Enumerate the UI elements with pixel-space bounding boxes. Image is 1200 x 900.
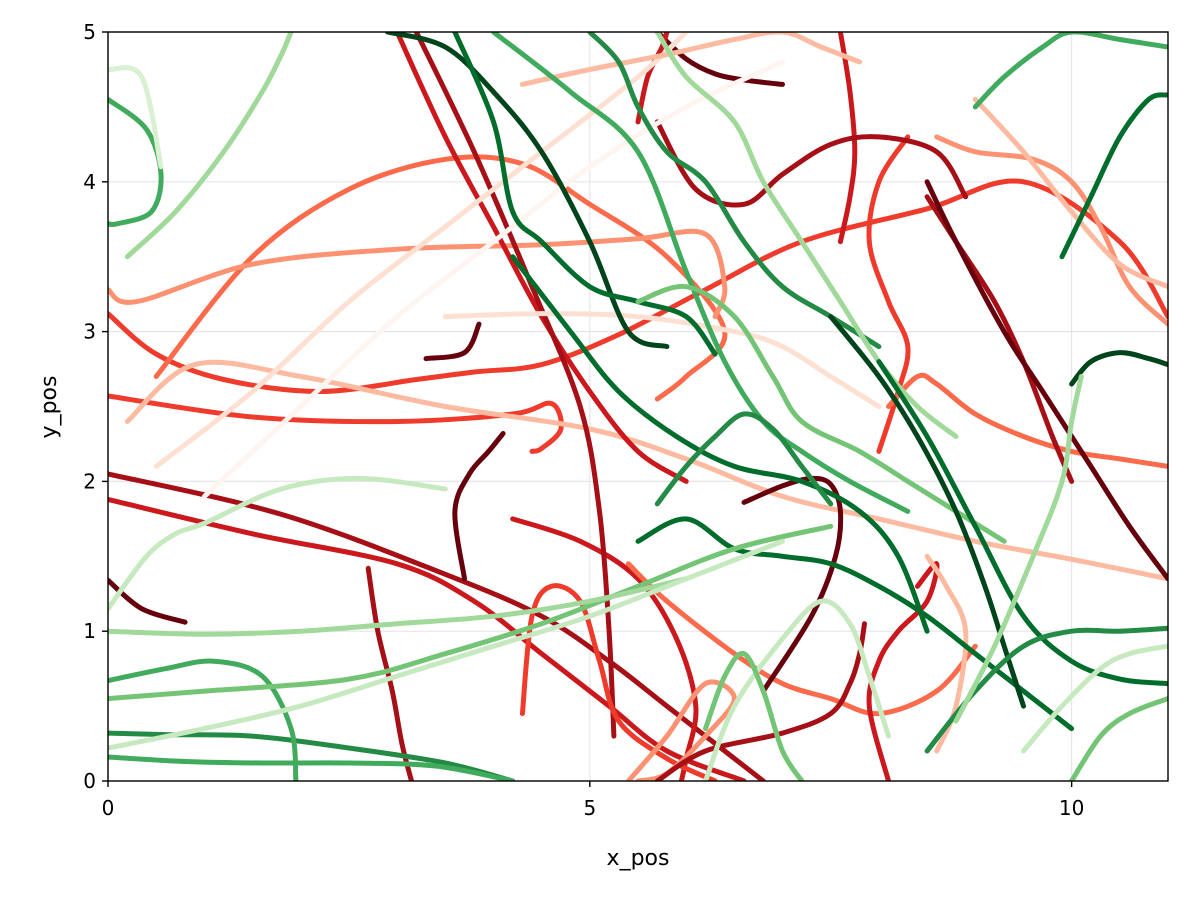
y-tick-label: 0 (83, 769, 96, 793)
trajectory-line (654, 119, 969, 208)
trajectory-line (108, 228, 728, 320)
trajectory-line (1069, 696, 1168, 781)
trajectory-line (108, 475, 448, 612)
plot-area (108, 32, 1168, 781)
trajectory-line (1021, 643, 1168, 754)
trajectory-line (924, 194, 1075, 484)
y-tick-label: 5 (83, 20, 96, 44)
trajectory-line (741, 475, 844, 694)
trajectory-line (108, 754, 516, 781)
trajectory-line (108, 576, 689, 637)
trajectory-line (828, 314, 1026, 709)
trajectory-line (886, 372, 1168, 469)
trajectory-line (519, 32, 863, 87)
trajectory-line (108, 658, 299, 781)
trajectory-line (934, 134, 1168, 327)
y-tick-label: 4 (83, 170, 96, 194)
trajectory-line (385, 32, 670, 350)
trajectory-line (394, 32, 689, 484)
y-axis-label: y_pos (37, 376, 62, 439)
trajectory-line (108, 538, 785, 751)
trajectory-line (635, 516, 1075, 732)
trajectory-line (452, 32, 718, 357)
trajectory-line (108, 496, 747, 781)
trajectory-line (153, 154, 728, 402)
y-tick-label: 3 (83, 320, 96, 344)
trajectory-line (703, 598, 891, 781)
trajectory-line (108, 96, 164, 228)
x-tick-label: 0 (102, 796, 115, 820)
y-tick-label: 2 (83, 469, 96, 493)
trajectory-line (413, 32, 617, 739)
trajectory-line (654, 32, 959, 439)
trajectory-line (876, 359, 1168, 687)
x-tick-label: 5 (583, 796, 596, 820)
trajectory-line (635, 284, 1007, 544)
trajectory-line (108, 65, 164, 170)
trajectory-line (654, 411, 834, 507)
trajectory-line (866, 561, 940, 781)
trajectory-line (953, 374, 1084, 724)
axes-frame (107, 31, 1169, 782)
trajectory-line (1059, 92, 1168, 260)
trajectory-line (1069, 350, 1168, 387)
trajectory-line (972, 32, 1168, 110)
trajectory-line (124, 359, 1168, 582)
trajectory-line (452, 431, 506, 582)
trajectory-line (924, 179, 1168, 582)
trajectory-line (108, 730, 516, 781)
trajectory-line (837, 32, 858, 245)
tick-labels: 0 5 10 0 1 2 3 4 5 (83, 20, 1084, 820)
trajectory-line (442, 311, 882, 409)
trajectory-line (972, 96, 1168, 290)
trajectory-line (625, 561, 978, 717)
ticks (102, 31, 1073, 787)
trajectory-line (491, 32, 911, 514)
trajectory-line (108, 523, 834, 702)
trajectory-line (587, 32, 882, 350)
x-axis-label: x_pos (607, 846, 670, 871)
y-tick-label: 1 (83, 619, 96, 643)
trajectory-line (108, 577, 188, 625)
trajectory-line (703, 650, 805, 781)
trajectory-line (423, 321, 482, 362)
trajectory-line (108, 178, 1168, 394)
trajectory-line (124, 32, 294, 260)
x-tick-label: 10 (1059, 796, 1084, 820)
trajectory-line (519, 583, 718, 781)
trajectory-line (201, 59, 785, 499)
trajectory-line (510, 254, 930, 634)
